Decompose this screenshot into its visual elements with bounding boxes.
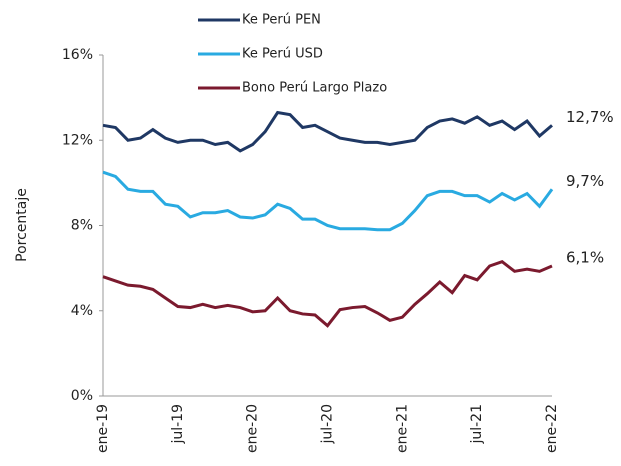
end-label: 12,7%: [566, 108, 614, 126]
end-label: 6,1%: [566, 248, 604, 266]
y-axis-label: Porcentaje: [14, 188, 30, 262]
x-tick-label: jul-20: [320, 404, 336, 445]
series-line: [102, 170, 554, 232]
x-tick-label: jul-21: [469, 404, 485, 445]
x-tick-label: ene-21: [394, 404, 410, 453]
legend-label: Ke Perú PEN: [242, 13, 321, 28]
legend-label: Ke Perú USD: [242, 47, 323, 62]
x-tick-label: ene-19: [95, 404, 111, 453]
y-tick-label: 4%: [71, 303, 93, 319]
x-tick-label: jul-19: [170, 404, 186, 445]
y-tick-label: 16%: [62, 47, 93, 63]
x-tick-label: ene-20: [245, 404, 261, 453]
legend-label: Bono Perú Largo Plazo: [242, 81, 387, 96]
x-tick-label: ene-22: [544, 404, 560, 453]
y-tick-label: 0%: [71, 388, 93, 404]
y-tick-label: 8%: [71, 218, 93, 234]
series-line: [102, 110, 553, 153]
y-tick-label: 12%: [62, 132, 93, 148]
end-label: 9,7%: [566, 172, 604, 190]
series-line: [102, 260, 553, 328]
